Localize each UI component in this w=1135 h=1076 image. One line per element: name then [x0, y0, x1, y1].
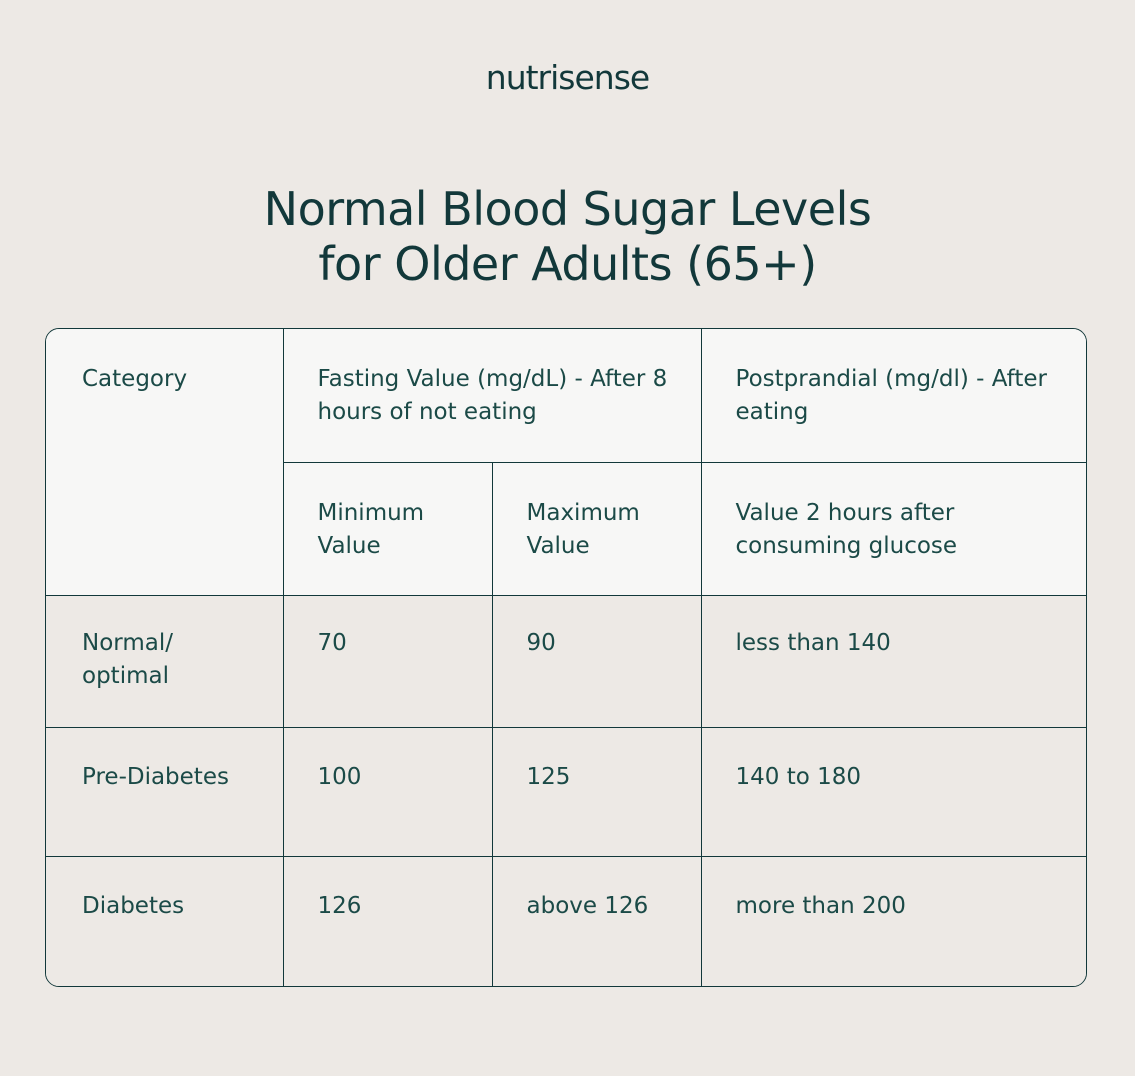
header-fasting-cell: Fasting Value (mg/dL) - After 8 hours of…: [282, 329, 702, 463]
row-min: 70: [317, 629, 347, 656]
table-row: Diabetes 126 above 126 more than 200: [46, 856, 1086, 986]
header-two-hours-cell: Value 2 hours after consuming glucose: [700, 461, 1086, 596]
row-category: Diabetes: [82, 893, 185, 920]
header-fasting: Fasting Value (mg/dL) - After 8 hours of…: [317, 366, 668, 425]
header-category: Category: [82, 366, 188, 392]
row-min: 100: [317, 764, 362, 791]
brand-logo: nutrisense: [485, 58, 650, 97]
row-post: less than 140: [735, 629, 891, 656]
header-min: Minimum Value: [317, 499, 425, 559]
table-row: Normal/ optimal 70 90 less than 140: [46, 594, 1086, 729]
header-row-2: Minimum Value Maximum Value Value 2 hour…: [46, 461, 1086, 596]
blood-sugar-table: Category Fasting Value (mg/dL) - After 8…: [45, 328, 1087, 987]
row-category: Pre-Diabetes: [82, 764, 229, 791]
header-category-cell: Category: [46, 329, 284, 596]
header-two-hours: Value 2 hours after consuming glucose: [735, 499, 958, 559]
header-postprandial: Postprandial (mg/dl) - After eating: [735, 366, 1047, 425]
row-max: above 126: [526, 893, 649, 920]
title-line-2: for Older Adults (65+): [318, 237, 817, 291]
header-min-cell: Minimum Value: [283, 461, 493, 596]
header-postprandial-cell: Postprandial (mg/dl) - After eating: [700, 329, 1086, 463]
row-max: 90: [526, 629, 556, 656]
header-max: Maximum Value: [526, 499, 640, 559]
row-min: 126: [317, 893, 362, 920]
row-post: 140 to 180: [735, 764, 862, 791]
header-row-1: Category Fasting Value (mg/dL) - After 8…: [46, 329, 1086, 596]
table: Category Fasting Value (mg/dL) - After 8…: [46, 329, 1086, 986]
row-category: Normal/ optimal: [82, 629, 173, 689]
title-line-1: Normal Blood Sugar Levels: [263, 182, 872, 236]
row-post: more than 200: [735, 893, 906, 920]
page-title: Normal Blood Sugar Levels for Older Adul…: [0, 182, 1135, 292]
header-max-cell: Maximum Value: [491, 461, 702, 596]
row-max: 125: [526, 764, 571, 791]
table-row: Pre-Diabetes 100 125 140 to 180: [46, 727, 1086, 858]
